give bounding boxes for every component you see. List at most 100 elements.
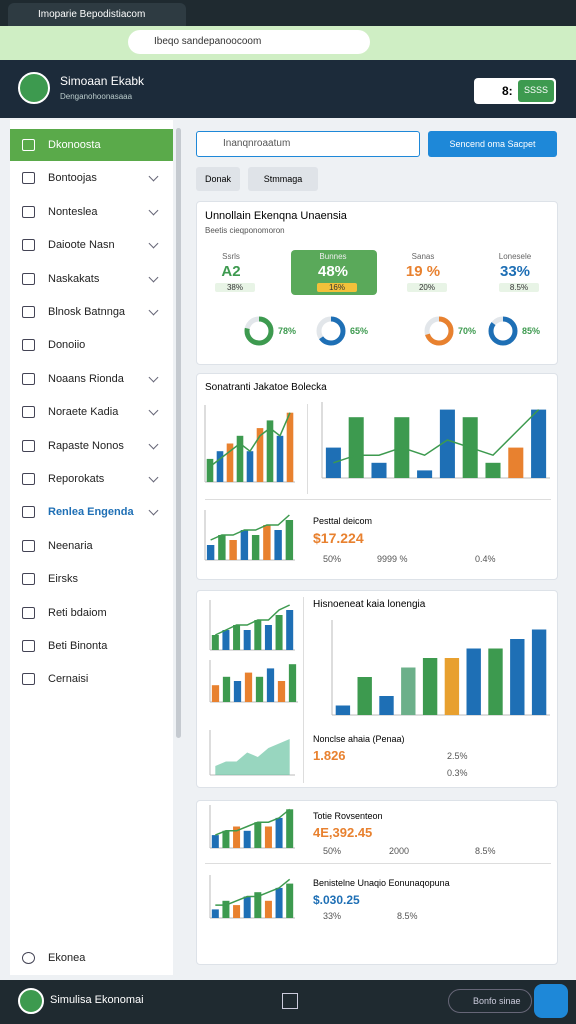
sidebar-item[interactable]: Noaans Rionda [10, 363, 173, 395]
label: Daioote Nasn [48, 239, 115, 252]
kpi-label: Ssrls [222, 252, 240, 261]
browser-tab[interactable]: Imoparie Bepodistiacom [8, 3, 186, 26]
legend-item: 8.5% [475, 846, 496, 856]
label: Rapaste Nonos [48, 439, 124, 452]
kpi-label: Sanas [411, 252, 435, 261]
footer-logo [18, 988, 44, 1014]
kpi-value: 48% [317, 263, 349, 280]
sidebar-item[interactable]: Dkonoosta [10, 129, 173, 161]
footer-button[interactable] [534, 984, 568, 1018]
sidebar-item[interactable]: Blnosk Batnnga [10, 296, 173, 328]
legend-item: 0.3% [447, 768, 468, 778]
legend-item: 9999 % [377, 554, 408, 564]
sidebar-item[interactable]: Neenaria [10, 530, 173, 562]
donut [488, 316, 518, 346]
legend-item: 2000 [389, 846, 410, 856]
donut-label: 70% [458, 326, 477, 336]
search-button[interactable]: Sencend oma Sacpet [428, 131, 557, 157]
sidebar-item[interactable]: Noraete Kadia [10, 396, 173, 428]
donut-label: 65% [350, 326, 369, 336]
badge: 8: [502, 84, 513, 98]
kpi-value: 33% [499, 263, 531, 280]
chart-card: Hisnoeneat kaia lonengia Nonclse ahaia (… [196, 590, 558, 788]
summary-value: $17.224 [313, 530, 364, 546]
sidebar-footer-item[interactable]: Ekonea [10, 942, 173, 974]
label: Reti bdaiom [48, 606, 107, 619]
kpi-change: 20% [407, 283, 447, 292]
footer-bar: Simulisa Ekonomai Bonfo sinae [0, 980, 576, 1024]
donut-arc [316, 316, 346, 346]
card-title: Unnollain Ekenqna Unaensia [205, 210, 347, 222]
kpi-value: A2 [221, 263, 241, 280]
address-bar: Ibeqo sandepanoocoom [0, 26, 576, 60]
header-button[interactable]: SSSS [518, 80, 554, 102]
label: Nonteslea [48, 205, 98, 218]
legend-item: 0.4% [475, 554, 496, 564]
sidebar-item[interactable]: Nonteslea [10, 196, 173, 228]
url-field[interactable]: Ibeqo sandepanoocoom [128, 30, 370, 54]
card-title: Hisnoeneat kaia lonengia [313, 599, 426, 610]
filter[interactable]: Stmmaga [248, 167, 318, 191]
legend-item: 2.5% [447, 751, 468, 761]
label: Neenaria [48, 539, 93, 552]
summary-title: Pesttal deicom [313, 516, 373, 526]
donut-label: 85% [522, 326, 541, 336]
label: Renlea Engenda [48, 506, 134, 519]
search-input[interactable]: Inanqnroaatum [196, 131, 420, 157]
summary-title: Benistelne Unaqio Eonunaqopuna [313, 878, 450, 888]
label: Blnosk Batnnga [48, 306, 126, 318]
summary-value: 1.826 [313, 748, 346, 763]
legend-item: 50% [323, 554, 342, 564]
label: Donoiio [48, 339, 86, 352]
kpi-change: 8.5% [499, 283, 539, 292]
tab-bar: Imoparie Bepodistiacom [0, 0, 576, 26]
legend-item: 50% [323, 846, 342, 856]
sidebar-item[interactable]: Daioote Nasn [10, 229, 173, 261]
label: Dkonoosta [48, 139, 101, 151]
donut-arc [424, 316, 454, 346]
label: Beti Binonta [48, 640, 108, 652]
label: Reporokats [48, 473, 105, 485]
kpi-card: Unnollain Ekenqna Unaensia Beetis cieqpo… [196, 201, 558, 365]
label: Noraete Kadia [48, 406, 119, 419]
label: Ekonea [48, 952, 86, 964]
legend-item: 33% [323, 911, 342, 921]
card-subtitle: Beetis cieqponomoron [205, 226, 285, 235]
footer-icon[interactable] [282, 993, 298, 1009]
kpi-label: Bunnes [319, 252, 347, 261]
sidebar-item[interactable]: Renlea Engenda [10, 496, 173, 528]
kpi-value: 19 % [405, 263, 441, 280]
chart-card: Totie Rovsenteon 4E,392.45 50% 2000 8.5%… [196, 800, 558, 965]
sidebar-item[interactable]: Cernaisi [10, 663, 173, 695]
sidebar-item[interactable]: Naskakats [10, 263, 173, 295]
app-header: Simoaan Ekabk Denganohoonasaaa 8: SSSS [0, 60, 576, 118]
sidebar-item[interactable]: Reti bdaiom [10, 597, 173, 629]
sidebar-item[interactable]: Reporokats [10, 463, 173, 495]
sidebar-item[interactable]: Bontoojas [10, 162, 173, 194]
summary-title: Nonclse ahaia (Penaa) [313, 734, 405, 744]
sidebar-item[interactable]: Beti Binonta [10, 630, 173, 662]
app-name: Simoaan Ekabk [60, 74, 145, 88]
summary-value: 4E,392.45 [313, 825, 373, 840]
footer-search[interactable]: Bonfo sinae [448, 989, 532, 1013]
donut-arc [488, 316, 518, 346]
sidebar-item[interactable]: Rapaste Nonos [10, 430, 173, 462]
summary-value: $.030.25 [313, 893, 360, 907]
app-subtitle: Denganohoonasaaa [60, 92, 133, 101]
label: Bontoojas [48, 172, 97, 185]
label: Eirsks [48, 573, 78, 586]
sidebar-item[interactable]: Donoiio [10, 329, 173, 361]
donut-arc [244, 316, 274, 346]
chart-card: Sonatranti Jakatoe Bolecka Pesttal deico… [196, 373, 558, 580]
summary-title: Totie Rovsenteon [313, 811, 383, 821]
kpi-change: 16% [317, 283, 357, 292]
scrollbar [176, 128, 181, 738]
donut-label: 78% [278, 326, 297, 336]
logo [18, 72, 50, 104]
donut [316, 316, 346, 346]
donut [244, 316, 274, 346]
filter[interactable]: Donak [196, 167, 240, 191]
sidebar-item[interactable]: Eirsks [10, 563, 173, 595]
sidebar [10, 120, 173, 975]
